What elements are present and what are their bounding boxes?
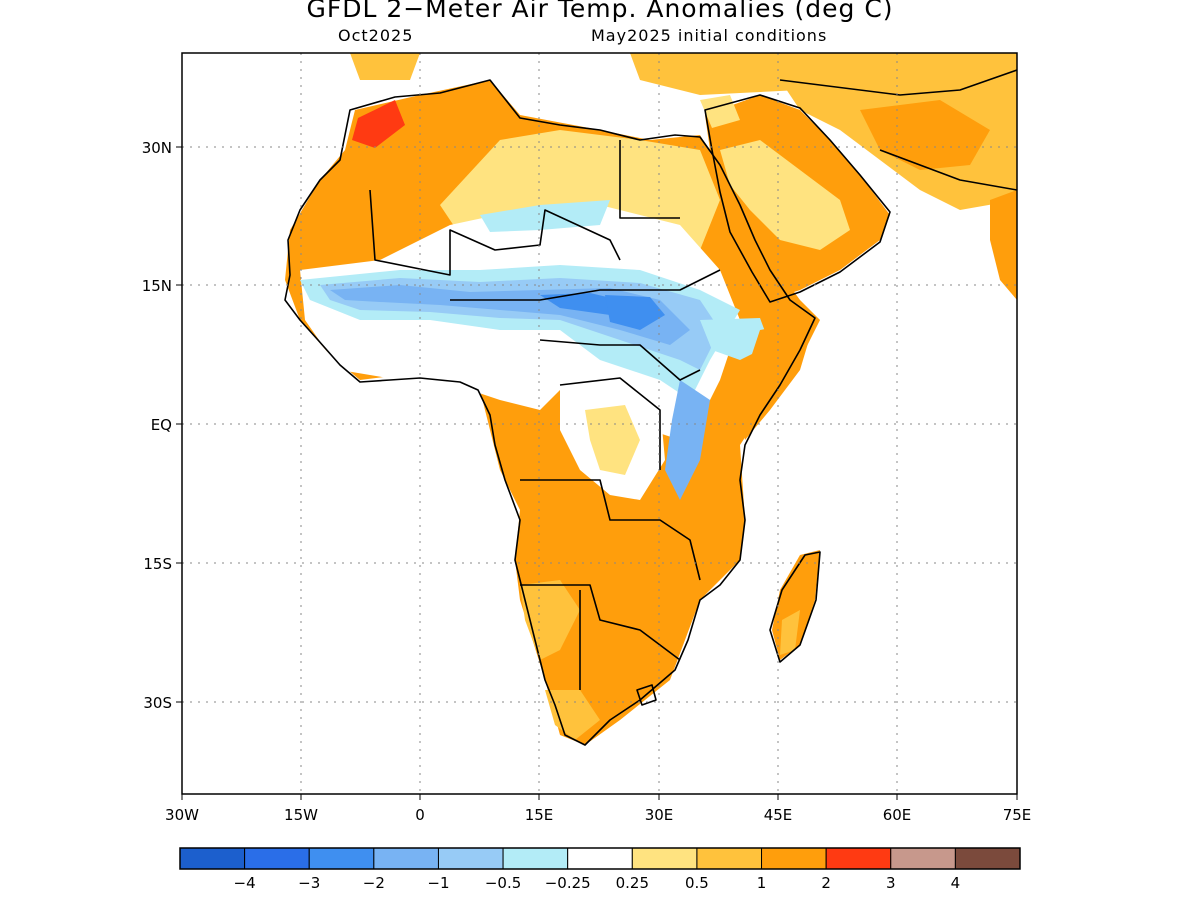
lon-label-30w: 30W <box>165 806 199 824</box>
colorbar-label: 0.5 <box>685 874 709 892</box>
lat-label-15n: 15N <box>142 277 172 295</box>
lat-labels: 30N 15N EQ 15S 30S <box>142 139 172 712</box>
lon-label-60e: 60E <box>883 806 912 824</box>
colorbar-label: −2 <box>363 874 385 892</box>
lon-label-0: 0 <box>415 806 425 824</box>
colorbar-swatch <box>374 848 439 869</box>
colorbar-swatch <box>245 848 310 869</box>
colorbar-swatch <box>891 848 956 869</box>
colorbar-swatch <box>503 848 568 869</box>
lon-label-45e: 45E <box>764 806 793 824</box>
colorbar-swatch <box>309 848 374 869</box>
lon-label-75e: 75E <box>1003 806 1032 824</box>
colorbar-label: −0.25 <box>545 874 591 892</box>
lat-label-15s: 15S <box>143 555 172 573</box>
colorbar-swatch <box>632 848 697 869</box>
lon-label-30e: 30E <box>645 806 674 824</box>
colorbar-label: 4 <box>951 874 961 892</box>
colorbar-label: 0.25 <box>616 874 649 892</box>
colorbar-labels: −4 −3 −2 −1 −0.5 −0.25 0.25 0.5 1 2 3 4 <box>234 874 961 892</box>
map-figure: GFDL 2−Meter Air Temp. Anomalies (deg C)… <box>0 0 1200 900</box>
colorbar-label: −3 <box>298 874 320 892</box>
colorbar-swatch <box>697 848 762 869</box>
colorbar-label: −4 <box>234 874 256 892</box>
colorbar-swatch <box>180 848 245 869</box>
colorbar-swatch <box>762 848 827 869</box>
colorbar-swatches <box>180 848 1020 869</box>
colorbar: −4 −3 −2 −1 −0.5 −0.25 0.25 0.5 1 2 3 4 <box>180 848 1020 892</box>
colorbar-swatch <box>438 848 503 869</box>
colorbar-label: −0.5 <box>485 874 521 892</box>
lon-label-15w: 15W <box>284 806 318 824</box>
lat-label-eq: EQ <box>151 416 172 434</box>
lon-label-15e: 15E <box>525 806 554 824</box>
colorbar-swatch <box>826 848 891 869</box>
map-svg: 30N 15N EQ 15S 30S 30W 15W 0 15E 30E 45E… <box>0 0 1200 900</box>
colorbar-label: −1 <box>427 874 449 892</box>
lon-labels: 30W 15W 0 15E 30E 45E 60E 75E <box>165 806 1031 824</box>
colorbar-label: 3 <box>886 874 896 892</box>
anomaly-region-india <box>990 190 1017 300</box>
colorbar-label: 1 <box>757 874 767 892</box>
anomaly-region-europe <box>350 53 420 80</box>
lat-label-30n: 30N <box>142 139 172 157</box>
colorbar-swatch <box>955 848 1020 869</box>
colorbar-label: 2 <box>821 874 831 892</box>
anomaly-region-madagascar <box>772 550 820 660</box>
anomaly-field <box>285 53 1017 745</box>
colorbar-swatch <box>568 848 633 869</box>
lat-label-30s: 30S <box>143 694 172 712</box>
